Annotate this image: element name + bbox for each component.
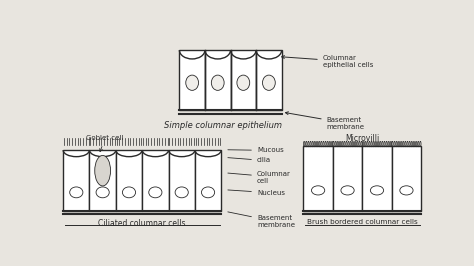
Text: Basement
membrane: Basement membrane bbox=[285, 112, 365, 130]
Bar bbox=[116, 150, 142, 211]
Ellipse shape bbox=[122, 187, 136, 198]
Text: Ciliated columnar cells: Ciliated columnar cells bbox=[99, 219, 186, 228]
Ellipse shape bbox=[96, 187, 109, 198]
Ellipse shape bbox=[311, 186, 325, 195]
Bar bbox=[195, 150, 221, 211]
Text: cilia: cilia bbox=[228, 157, 271, 163]
Bar bbox=[303, 146, 333, 211]
Text: Basement
membrane: Basement membrane bbox=[228, 212, 295, 228]
Bar bbox=[90, 150, 116, 211]
Text: Brush bordered columnar cells: Brush bordered columnar cells bbox=[307, 219, 418, 225]
Ellipse shape bbox=[263, 75, 275, 90]
Bar bbox=[142, 150, 169, 211]
Text: Columnar
epithelial cells: Columnar epithelial cells bbox=[282, 55, 373, 68]
Ellipse shape bbox=[400, 186, 413, 195]
Ellipse shape bbox=[186, 75, 199, 90]
Bar bbox=[362, 146, 392, 211]
Text: Goblet cell: Goblet cell bbox=[86, 135, 124, 152]
Ellipse shape bbox=[341, 186, 354, 195]
Ellipse shape bbox=[70, 187, 83, 198]
Ellipse shape bbox=[370, 186, 383, 195]
Bar bbox=[256, 50, 282, 110]
Text: Nucleus: Nucleus bbox=[228, 190, 285, 196]
Ellipse shape bbox=[201, 187, 215, 198]
Bar bbox=[333, 146, 362, 211]
Bar bbox=[169, 150, 195, 211]
Bar bbox=[205, 50, 230, 110]
Ellipse shape bbox=[149, 187, 162, 198]
Text: Columnar
cell: Columnar cell bbox=[228, 171, 291, 184]
Bar bbox=[179, 50, 205, 110]
Bar bbox=[230, 50, 256, 110]
Bar bbox=[392, 146, 421, 211]
Ellipse shape bbox=[175, 187, 188, 198]
Ellipse shape bbox=[237, 75, 250, 90]
Ellipse shape bbox=[95, 155, 110, 186]
Bar bbox=[63, 150, 90, 211]
Text: Simple columnar epithelium: Simple columnar epithelium bbox=[164, 121, 282, 130]
Text: Mucous: Mucous bbox=[228, 147, 283, 153]
Ellipse shape bbox=[211, 75, 224, 90]
Text: Microvilli: Microvilli bbox=[345, 134, 379, 143]
